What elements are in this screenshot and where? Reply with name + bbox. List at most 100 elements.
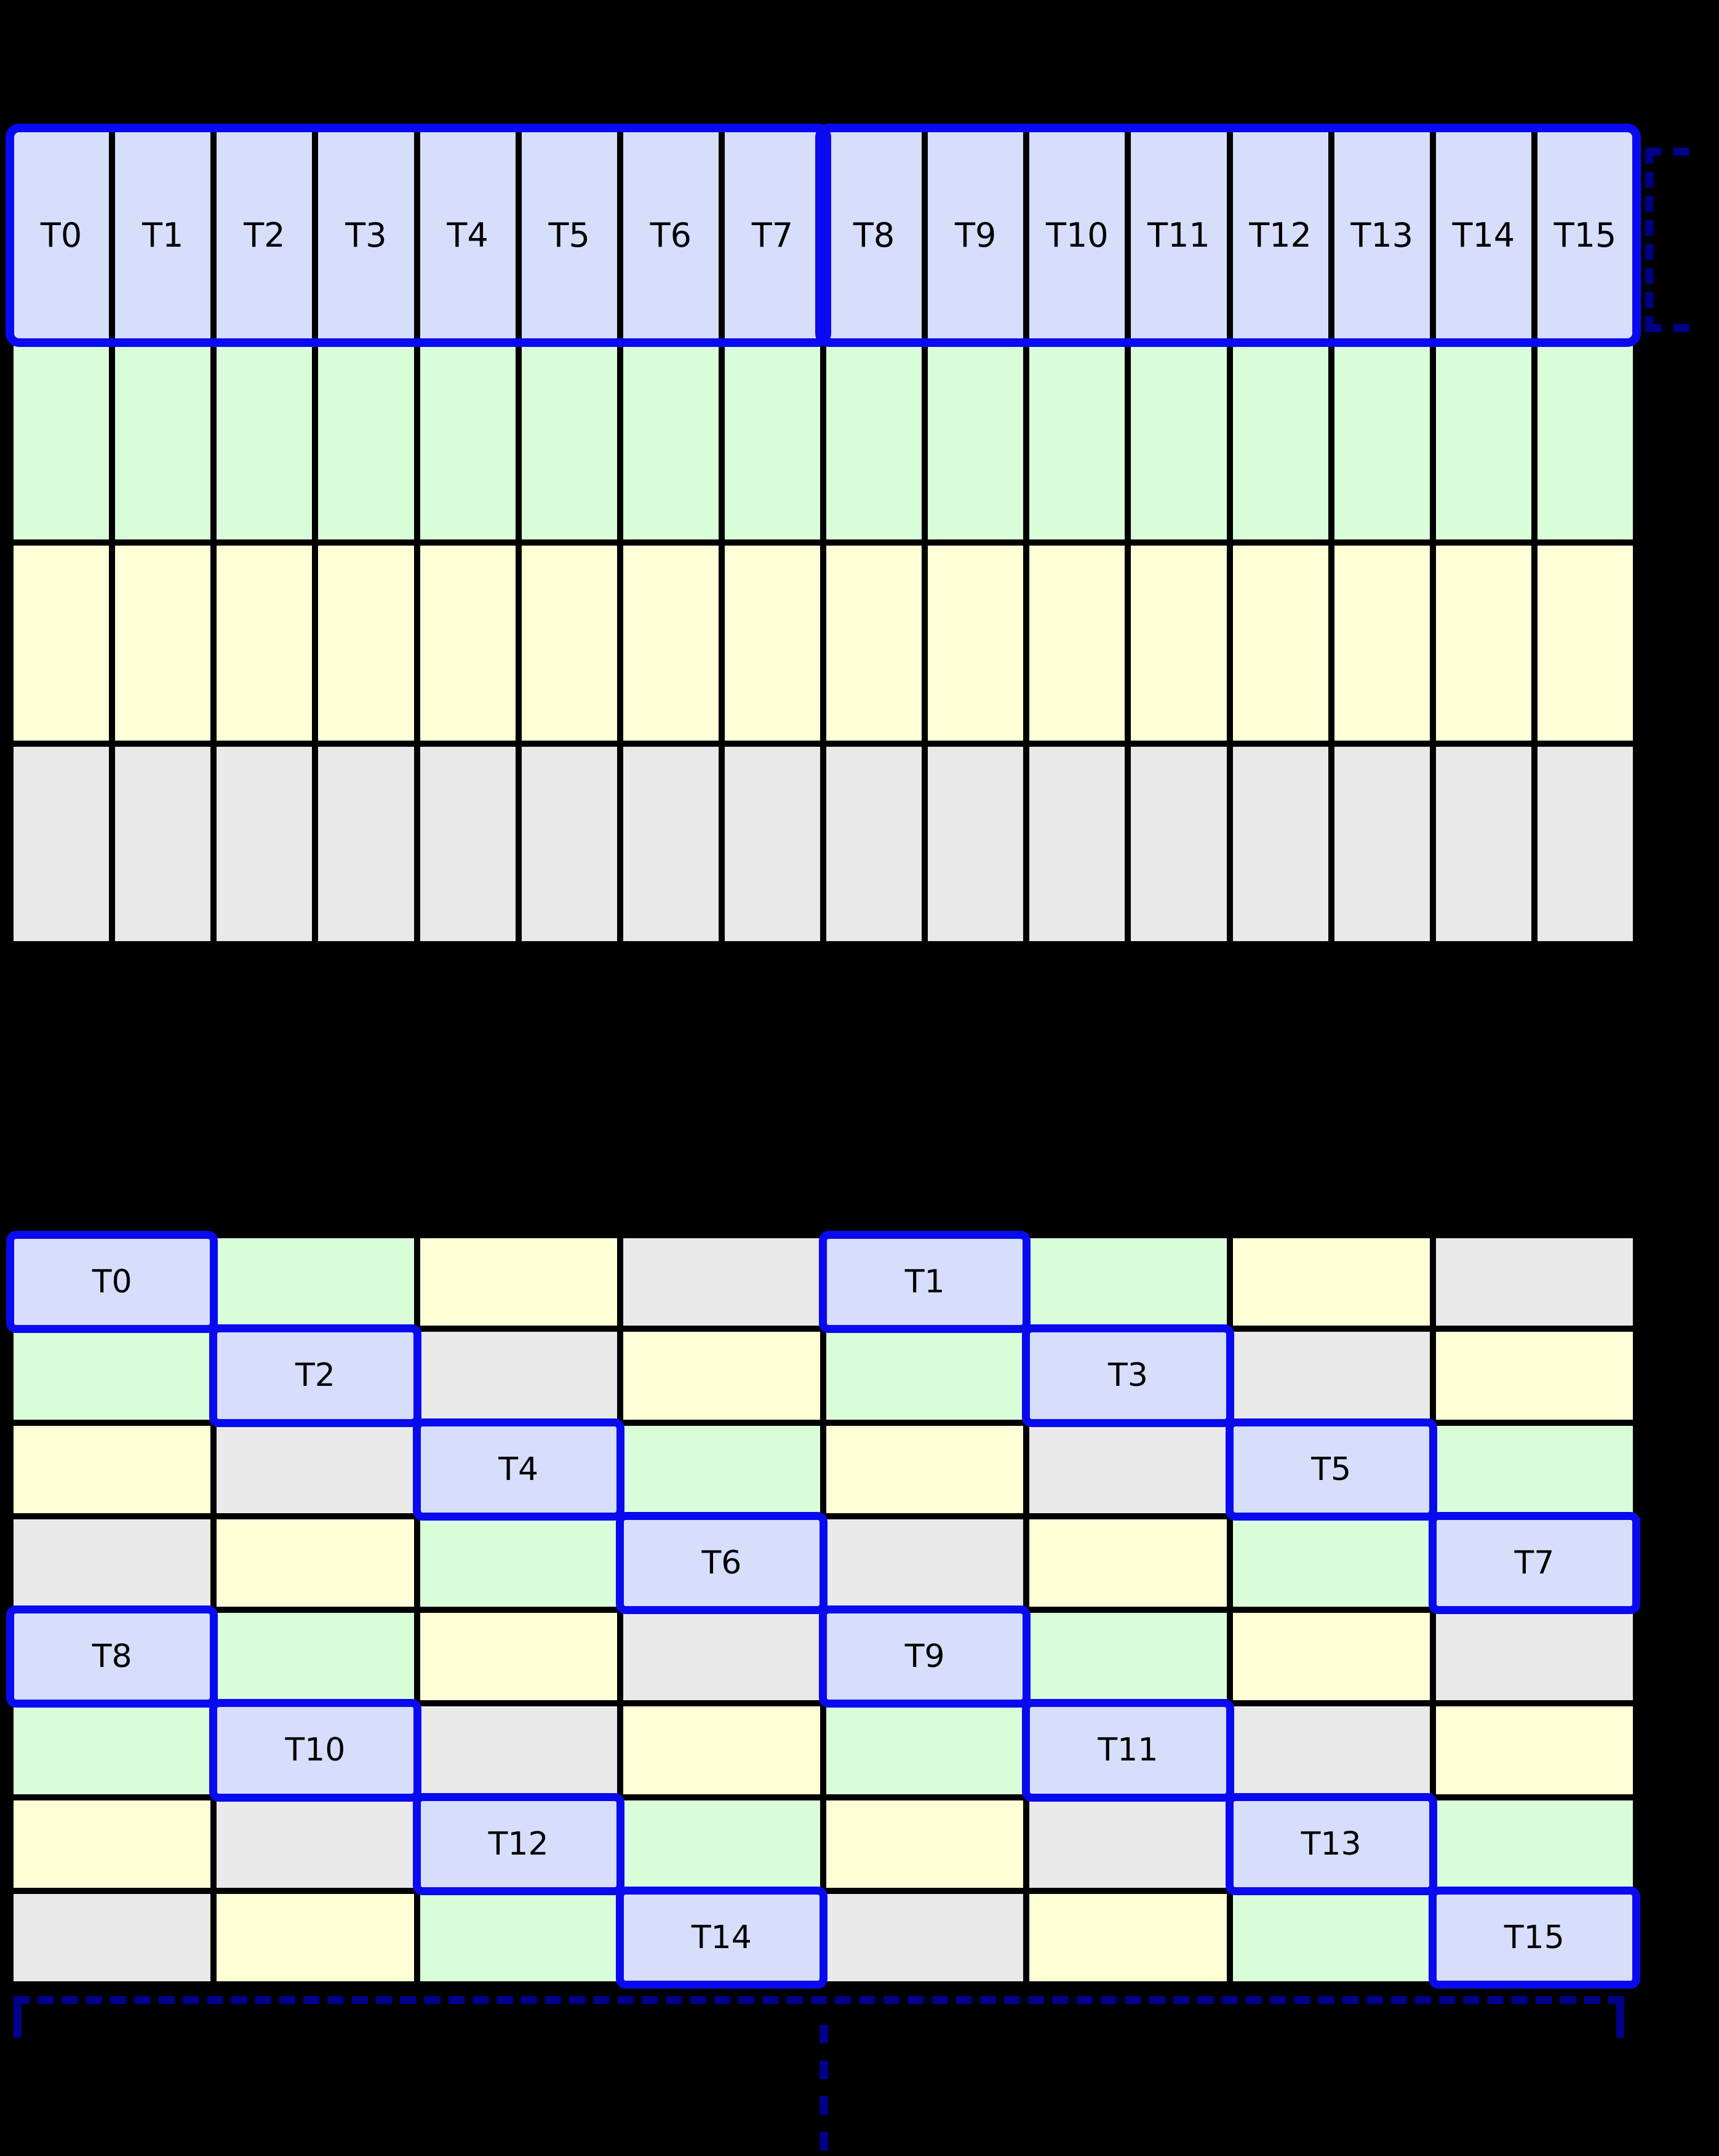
field-cell-gray [14,1519,211,1607]
field-cell-green [1334,345,1430,540]
field-cell-green [1232,1893,1430,1981]
thread-label: T0 [92,1263,132,1301]
field-cell-yellow [115,546,211,741]
array-extent-bracket [14,1996,1624,2038]
thread-access-cell: T15 [1428,1886,1640,1989]
continuation-ellipsis [820,2025,828,2156]
field-cell-gray [217,1425,414,1513]
field-cell-green [1029,1613,1227,1701]
thread-header-cell: T3 [318,132,414,339]
field-cell-yellow [521,546,617,741]
thread-label: T9 [904,1638,945,1676]
field-cell-green [623,345,719,540]
field-cell-green [826,1706,1024,1794]
field-cell-gray [1435,1613,1633,1701]
thread-label: T13 [1301,1825,1362,1863]
field-cell-yellow [217,1893,414,1981]
bracket-right-tick [1616,2004,1624,2038]
field-cell-yellow [1029,546,1125,741]
field-cell-green [217,345,313,540]
field-cell-gray [521,746,617,941]
thread-label: T3 [1107,1357,1148,1394]
field-cell-green [1435,1800,1633,1888]
thread-access-cell: T6 [615,1511,828,1614]
field-cell-yellow [826,1425,1024,1513]
field-cell-yellow [1029,1519,1227,1607]
field-cell-green [420,1519,617,1607]
field-cell-gray [826,746,922,941]
field-cell-yellow [1232,546,1328,741]
field-cell-gray [623,1238,820,1326]
thread-label: T12 [488,1825,549,1863]
field-cell-green [623,1425,820,1513]
field-cell-gray [623,746,719,941]
field-cell-green [1435,1425,1633,1513]
thread-header-cell: T2 [217,132,313,339]
field-cell-green [928,345,1024,540]
thread-header-cell: T11 [1131,132,1227,339]
field-cell-yellow [420,1238,617,1326]
field-cell-gray [115,746,211,941]
field-cell-yellow [14,1425,211,1513]
field-cell-yellow [318,546,414,741]
field-cell-gray [1029,1800,1227,1888]
thread-access-cell: T11 [1022,1699,1234,1802]
field-cell-green [115,345,211,540]
field-cell-gray [217,746,313,941]
field-cell-yellow [420,1613,617,1701]
field-cell-gray [318,746,414,941]
field-cell-gray [1029,746,1125,941]
thread-access-cell: T4 [412,1418,624,1521]
thread-label: T6 [701,1544,742,1581]
field-cell-gray [1537,746,1633,941]
thread-header-cell: T13 [1334,132,1430,339]
field-cell-green [14,345,110,540]
field-cell-green [826,345,922,540]
field-cell-yellow [1232,1613,1430,1701]
field-cell-gray [420,1332,617,1420]
field-cell-green [1537,345,1633,540]
field-cell-yellow [14,1800,211,1888]
field-cell-yellow [1435,1332,1633,1420]
field-cell-yellow [420,546,516,741]
field-cell-green [420,345,516,540]
thread-header-cell: T6 [623,132,719,339]
thread-header-cell: T4 [420,132,516,339]
thread-label: T7 [1514,1544,1555,1581]
field-cell-gray [1029,1425,1227,1513]
strided-access-table: T0 T1 T2 T3 T4 T5 T6 T7 T8 T9 T10 T11 T12 T13 T14 T15 [6,1231,1640,1989]
field-cell-green [217,1613,414,1701]
thread-header-cell: T0 [14,132,110,339]
field-cell-gray [928,746,1024,941]
thread-access-cell: T12 [412,1792,624,1895]
field-cell-green [1435,345,1531,540]
field-cell-gray [1232,1332,1430,1420]
field-cell-yellow [623,546,719,741]
field-cell-yellow [1029,1893,1227,1981]
field-cell-gray [14,1893,211,1981]
thread-access-cell: T7 [1428,1511,1640,1614]
thread-header-cell: T8 [826,132,922,339]
thread-header-cell: T9 [928,132,1024,339]
field-cell-gray [724,746,820,941]
field-cell-green [826,1332,1024,1420]
field-cell-yellow [826,546,922,741]
field-cell-gray [1334,746,1430,941]
field-cell-green [724,345,820,540]
field-cell-yellow [1232,1238,1430,1326]
thread-header-cell: T7 [724,132,820,339]
thread-access-cell: T9 [819,1605,1031,1708]
ellipsis-dash [820,2061,828,2079]
field-cell-gray [217,1800,414,1888]
field-cell-green [521,345,617,540]
field-cell-green [217,1238,414,1326]
row-height-bracket [1645,148,1689,332]
thread-label: T14 [691,1919,752,1956]
field-cell-gray [14,746,110,941]
thread-label: T5 [1311,1450,1352,1488]
bracket-left-tick [14,2004,22,2038]
field-cell-yellow [1131,546,1227,741]
field-cell-yellow [724,546,820,741]
thread-label: T11 [1098,1732,1159,1769]
